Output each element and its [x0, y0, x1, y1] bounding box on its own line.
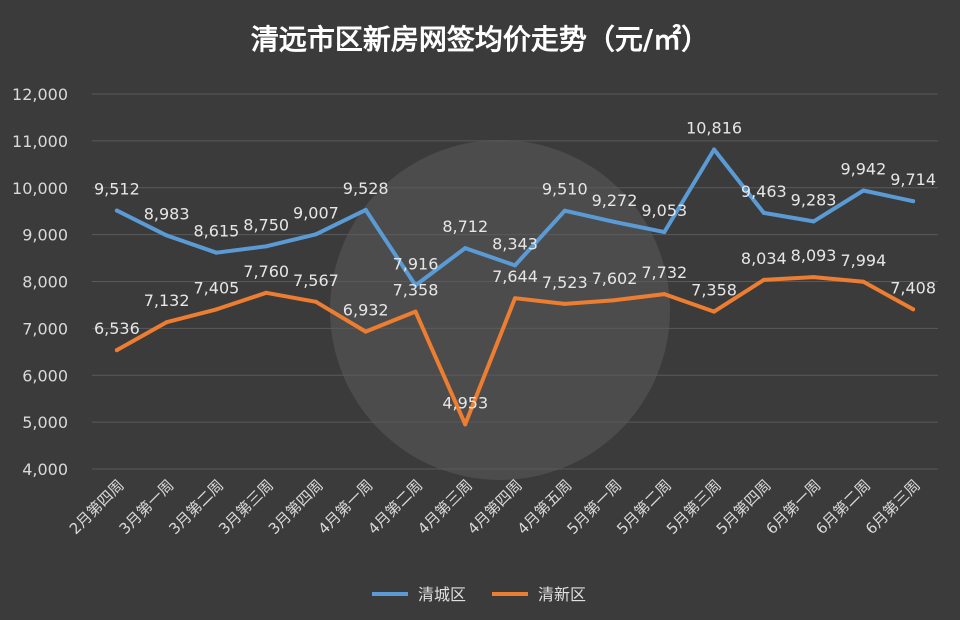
data-point [811, 275, 816, 280]
data-label: 8,983 [144, 204, 190, 223]
data-label: 9,272 [592, 191, 638, 210]
data-label: 4,953 [442, 393, 488, 412]
data-label: 7,644 [492, 267, 538, 286]
data-point [861, 279, 866, 284]
data-label: 9,283 [791, 190, 837, 209]
data-label: 8,615 [194, 222, 240, 241]
data-point [363, 207, 368, 212]
data-label: 7,732 [641, 263, 687, 282]
gridlines [92, 93, 938, 470]
y-tick-label: 11,000 [12, 132, 68, 151]
data-point [513, 263, 517, 268]
data-point [313, 232, 318, 237]
data-label: 8,750 [243, 215, 289, 234]
data-label: 9,714 [890, 170, 936, 189]
data-point [264, 244, 269, 249]
series-lines [114, 147, 916, 427]
x-tick-label: 6月第三周 [862, 476, 924, 538]
data-label: 9,510 [542, 180, 588, 199]
data-label: 9,053 [641, 201, 687, 220]
y-tick-label: 5,000 [22, 413, 68, 432]
data-label: 9,512 [94, 180, 140, 199]
data-label: 7,523 [542, 273, 588, 292]
data-point [911, 199, 916, 204]
data-point [662, 230, 667, 235]
chart-title: 清远市区新房网签均价走势（元/㎡） [250, 23, 710, 56]
data-label: 7,132 [144, 291, 190, 310]
data-point [662, 292, 667, 297]
data-label: 7,916 [393, 254, 439, 273]
data-point [413, 283, 418, 288]
data-point [413, 309, 418, 314]
data-label: 8,712 [442, 217, 488, 236]
data-point [612, 219, 617, 224]
data-label: 10,816 [686, 119, 742, 138]
data-point [463, 246, 468, 251]
data-point [712, 147, 717, 152]
y-tick-label: 6,000 [22, 366, 68, 385]
data-label: 9,528 [343, 179, 389, 198]
data-point [911, 307, 916, 312]
y-axis: 4,000 5,000 6,000 7,000 8,000 9,000 10,000 11,0… [12, 85, 68, 479]
data-label: 7,602 [592, 269, 638, 288]
data-label: 7,358 [691, 281, 737, 300]
data-label: 9,007 [293, 203, 339, 222]
y-tick-label: 8,000 [22, 273, 68, 292]
data-point [761, 210, 766, 215]
legend: 清城区 清新区 [372, 585, 586, 604]
data-label: 7,358 [393, 281, 439, 300]
y-tick-label: 12,000 [12, 85, 68, 104]
y-tick-label: 10,000 [12, 179, 68, 198]
data-label: 7,567 [293, 271, 339, 290]
data-point [164, 320, 169, 325]
data-point [114, 348, 119, 353]
data-label: 8,343 [492, 234, 538, 253]
watermark-logo [330, 140, 670, 480]
data-label: 7,994 [840, 251, 886, 270]
legend-label: 清新区 [538, 585, 586, 604]
data-label: 7,405 [194, 278, 240, 297]
data-point [114, 208, 119, 213]
legend-label: 清城区 [418, 585, 466, 604]
data-label: 9,463 [741, 182, 787, 201]
data-label: 7,408 [890, 278, 936, 297]
data-point [264, 290, 269, 295]
data-label: 8,034 [741, 249, 787, 268]
data-point [363, 329, 368, 334]
data-label: 7,760 [243, 262, 289, 281]
data-point [712, 309, 717, 314]
y-tick-label: 7,000 [22, 319, 68, 338]
data-label: 9,942 [840, 159, 886, 178]
data-point [463, 422, 468, 427]
y-tick-label: 9,000 [22, 226, 68, 245]
data-point [164, 233, 169, 238]
data-point [861, 188, 866, 193]
data-point [513, 296, 517, 301]
data-point [214, 250, 219, 255]
data-point [811, 219, 816, 224]
data-label: 8,093 [791, 246, 837, 265]
x-axis: 2月第四周3月第一周3月第二周3月第三周3月第四周4月第一周4月第二周4月第三周… [66, 476, 924, 538]
data-point [313, 299, 318, 304]
data-point [761, 277, 766, 282]
data-point [562, 208, 567, 213]
data-label: 6,536 [94, 319, 140, 338]
data-label: 6,932 [343, 301, 389, 320]
y-tick-label: 4,000 [22, 460, 68, 479]
data-point [562, 301, 567, 306]
data-point [214, 307, 219, 312]
data-point [612, 298, 617, 303]
